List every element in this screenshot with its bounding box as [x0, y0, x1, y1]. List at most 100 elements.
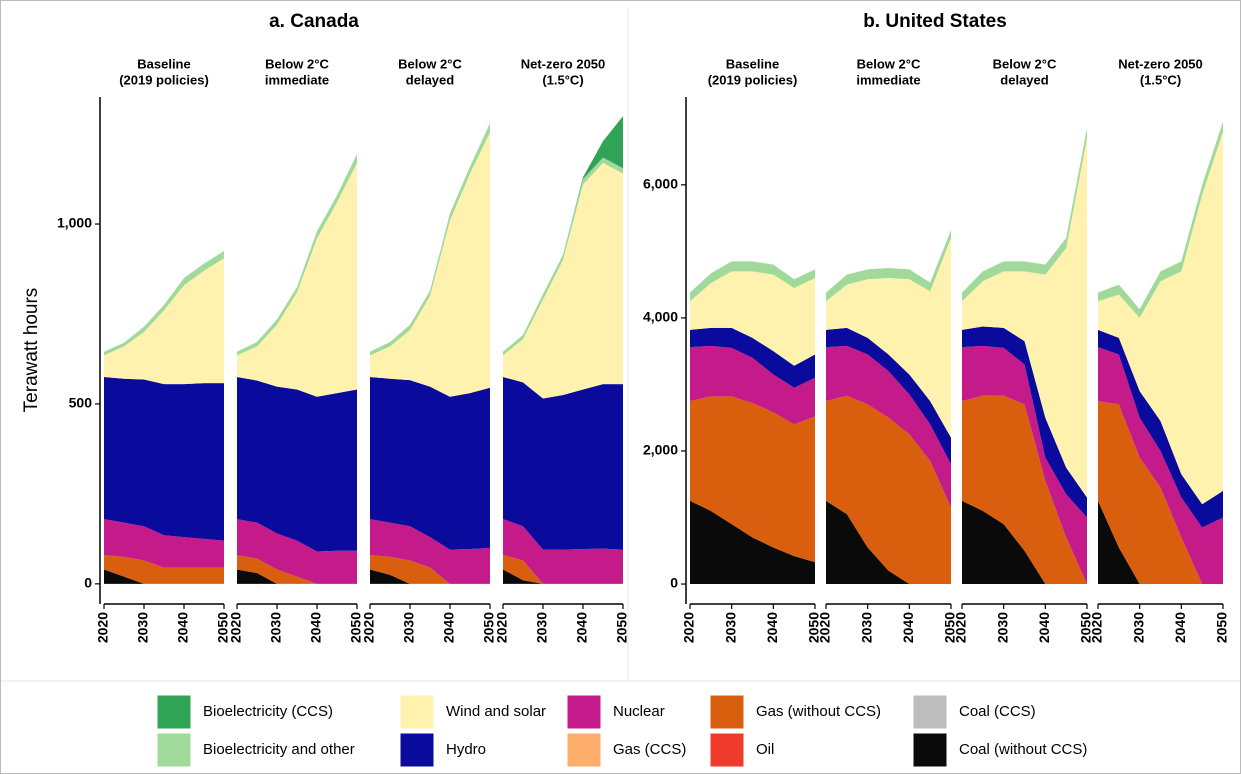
area	[690, 345, 815, 425]
legend-label: Bioelectricity (CCS)	[203, 703, 333, 720]
area	[104, 251, 224, 356]
area	[104, 555, 224, 584]
x-tick-label: 2050	[1214, 612, 1230, 643]
x-tick-label: 2020	[1089, 612, 1105, 643]
legend-label: Bioelectricity and other	[203, 741, 355, 758]
x-tick-label: 2050	[806, 612, 822, 643]
x-tick-label: 2040	[308, 612, 324, 643]
facet-title: (1.5°C)	[1140, 72, 1181, 87]
y-tick-label: 0	[84, 575, 92, 591]
area	[826, 327, 951, 465]
y-tick-label: 1,000	[57, 215, 92, 231]
area	[826, 238, 951, 438]
area	[690, 271, 815, 366]
x-tick-label: 2040	[441, 612, 457, 643]
area	[370, 376, 490, 550]
area	[104, 376, 224, 541]
area	[237, 555, 357, 584]
area	[370, 555, 490, 584]
legend-swatch	[709, 732, 745, 768]
x-tick-label: 2020	[817, 612, 833, 643]
facet-title: Baseline	[137, 56, 190, 71]
y-tick-label: 6,000	[643, 176, 678, 192]
x-tick-label: 2050	[942, 612, 958, 643]
area	[1098, 401, 1223, 585]
legend-label: Coal (CCS)	[959, 703, 1036, 720]
panel-title: b. United States	[863, 11, 1007, 32]
x-tick-label: 2050	[614, 612, 630, 643]
area	[503, 569, 623, 584]
y-axis-title: Terawatt hours	[21, 288, 42, 413]
x-tick-label: 2030	[722, 612, 738, 643]
area	[962, 138, 1087, 498]
facet-title: (2019 policies)	[119, 72, 209, 87]
x-tick-label: 2020	[228, 612, 244, 643]
facet-title: delayed	[1000, 72, 1048, 87]
area	[503, 519, 623, 584]
legend-label: Wind and solar	[446, 703, 546, 720]
x-tick-label: 2050	[215, 612, 231, 643]
legend-label: Gas (CCS)	[613, 741, 686, 758]
area	[826, 500, 951, 585]
area	[690, 327, 815, 388]
area	[826, 230, 951, 302]
x-tick-label: 2040	[1172, 612, 1188, 643]
legend-label: Gas (without CCS)	[756, 703, 881, 720]
area	[104, 569, 224, 584]
facet-title: (1.5°C)	[542, 72, 583, 87]
x-tick-label: 2020	[494, 612, 510, 643]
area	[237, 162, 357, 397]
area	[104, 258, 224, 385]
legend-swatch	[912, 732, 948, 768]
legend-swatch	[566, 732, 602, 768]
area	[237, 519, 357, 584]
x-tick-label: 2030	[994, 612, 1010, 643]
legend-swatch	[156, 694, 192, 730]
area	[962, 128, 1087, 302]
legend-label: Oil	[756, 741, 774, 758]
area	[1098, 329, 1223, 528]
x-tick-label: 2020	[681, 612, 697, 643]
x-tick-label: 2040	[1036, 612, 1052, 643]
legend-swatch	[399, 694, 435, 730]
area	[826, 345, 951, 508]
x-tick-label: 2030	[858, 612, 874, 643]
facet-title: delayed	[406, 72, 454, 87]
facet-title: immediate	[265, 72, 329, 87]
area	[370, 519, 490, 584]
panel-title: a. Canada	[269, 11, 359, 32]
area	[370, 569, 490, 584]
facet-title: Baseline	[726, 56, 779, 71]
area	[962, 500, 1087, 585]
legend-swatch	[399, 732, 435, 768]
area	[503, 376, 623, 550]
area	[237, 569, 357, 584]
area	[690, 396, 815, 563]
area	[1098, 121, 1223, 318]
area	[1098, 500, 1223, 585]
area	[690, 500, 815, 585]
area	[503, 157, 623, 356]
facet-title: Net-zero 2050	[521, 56, 606, 71]
area	[962, 395, 1087, 585]
area	[1098, 347, 1223, 585]
legend-label: Hydro	[446, 741, 486, 758]
x-tick-label: 2050	[1078, 612, 1094, 643]
facet-title: Below 2°C	[993, 56, 1057, 71]
area	[690, 261, 815, 302]
x-tick-label: 2020	[95, 612, 111, 643]
area	[962, 345, 1087, 585]
area	[237, 376, 357, 552]
legend-swatch	[156, 732, 192, 768]
legend-swatch	[709, 694, 745, 730]
x-tick-label: 2040	[900, 612, 916, 643]
facet-title: Below 2°C	[857, 56, 921, 71]
x-tick-label: 2030	[401, 612, 417, 643]
facet-title: immediate	[856, 72, 920, 87]
facet-title: Below 2°C	[398, 56, 462, 71]
x-tick-label: 2030	[1130, 612, 1146, 643]
area	[104, 519, 224, 568]
y-tick-label: 2,000	[643, 442, 678, 458]
x-tick-label: 2040	[574, 612, 590, 643]
